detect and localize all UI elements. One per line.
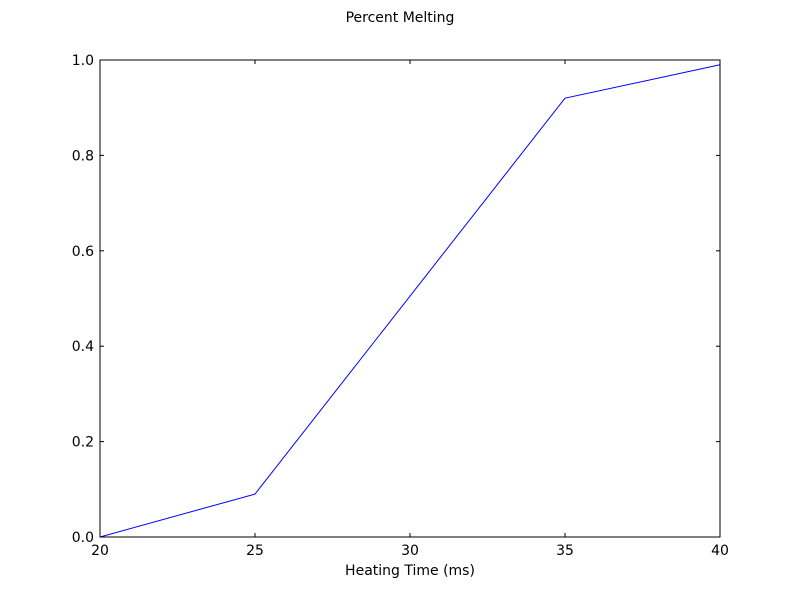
y-tick-label: 0.2 [72,435,94,451]
chart-title: Percent Melting [346,10,455,26]
x-tick-label: 35 [556,543,574,559]
series-line-0 [99,64,721,538]
y-tick-label: 0.6 [72,244,94,260]
x-tick-label: 20 [91,543,109,559]
y-tick-label: 0.4 [72,339,94,355]
y-axis: 0.0 0.2 0.4 0.6 0.8 1.0 [72,53,720,546]
x-tick-label: 25 [246,543,264,559]
y-tick-label: 1.0 [72,53,94,69]
y-tick-label: 0.8 [72,148,94,164]
x-axis-label: Heating Time (ms) [345,563,475,579]
x-tick-label: 30 [401,543,419,559]
plot-area [99,64,721,538]
y-tick-label: 0.0 [72,530,94,546]
x-tick-label: 40 [711,543,729,559]
plot-frame [99,59,721,538]
x-axis: 20 25 30 35 40 [91,60,729,559]
